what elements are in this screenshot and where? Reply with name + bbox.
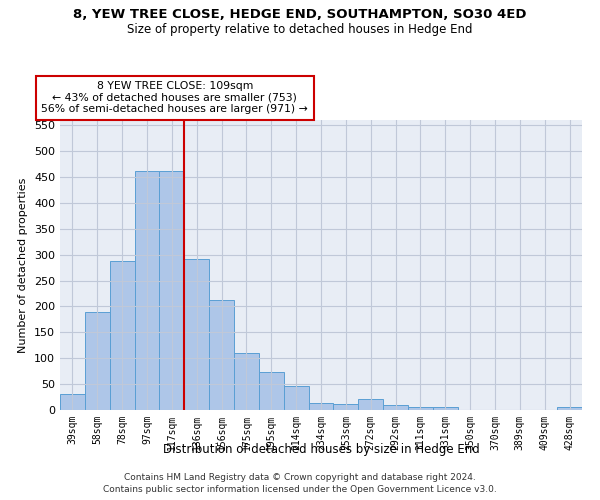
Bar <box>184 260 209 410</box>
Bar <box>160 171 184 410</box>
Bar <box>557 408 582 410</box>
Bar <box>358 399 383 410</box>
Bar <box>110 262 134 410</box>
Text: Distribution of detached houses by size in Hedge End: Distribution of detached houses by size … <box>163 442 479 456</box>
Bar <box>383 405 408 410</box>
Text: Size of property relative to detached houses in Hedge End: Size of property relative to detached ho… <box>127 22 473 36</box>
Bar <box>433 408 458 410</box>
Text: Contains public sector information licensed under the Open Government Licence v3: Contains public sector information licen… <box>103 485 497 494</box>
Bar <box>408 408 433 410</box>
Bar <box>284 386 308 410</box>
Bar <box>259 372 284 410</box>
Bar <box>334 404 358 410</box>
Bar <box>60 394 85 410</box>
Y-axis label: Number of detached properties: Number of detached properties <box>19 178 28 352</box>
Bar <box>85 312 110 410</box>
Bar <box>134 171 160 410</box>
Text: Contains HM Land Registry data © Crown copyright and database right 2024.: Contains HM Land Registry data © Crown c… <box>124 472 476 482</box>
Text: 8 YEW TREE CLOSE: 109sqm
← 43% of detached houses are smaller (753)
56% of semi-: 8 YEW TREE CLOSE: 109sqm ← 43% of detach… <box>41 81 308 114</box>
Bar <box>234 353 259 410</box>
Bar <box>209 300 234 410</box>
Text: 8, YEW TREE CLOSE, HEDGE END, SOUTHAMPTON, SO30 4ED: 8, YEW TREE CLOSE, HEDGE END, SOUTHAMPTO… <box>73 8 527 20</box>
Bar <box>308 404 334 410</box>
